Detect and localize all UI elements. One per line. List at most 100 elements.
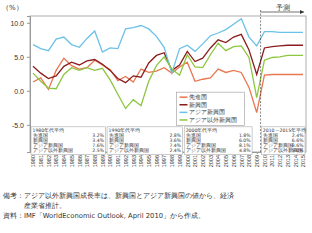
x-tick-label: 2012 — [277, 155, 283, 167]
forecast-arrowhead — [300, 10, 304, 14]
series-line — [33, 58, 303, 112]
x-tick-label: 1991 — [115, 155, 121, 167]
x-tick-mark — [257, 152, 258, 154]
x-tick: 2009 — [254, 152, 260, 167]
legend-swatch — [179, 119, 187, 121]
y-axis: -5.0 0.0 5.0 10.0 — [10, 17, 30, 153]
period-box — [31, 127, 106, 155]
y-tick-label: 0.0 — [14, 88, 24, 95]
x-tick-label: 1985 — [69, 155, 75, 167]
period-item-name: アジア以外新興国 — [33, 147, 73, 153]
period-item-name: アジア以外新興国 — [109, 147, 149, 153]
x-tick-label: 2009 — [254, 155, 260, 167]
x-tick-label: 1996 — [154, 155, 160, 167]
legend-swatch — [179, 104, 187, 106]
period-box — [107, 127, 183, 155]
legend-label: アジア以外新興国 — [189, 116, 237, 123]
x-tick-label: 2002 — [200, 155, 206, 167]
x-tick-label: 2001 — [192, 155, 198, 167]
period-average: 1990年代平均先進国2.8%新興国3.6%アジア新興国7.4%アジア以外新興国… — [107, 127, 183, 155]
period-item-name: 先進国 — [33, 132, 48, 138]
y-axis-line — [27, 17, 31, 153]
period-item-name: アジア新興国 — [263, 142, 293, 148]
legend-label: 新興国 — [189, 101, 207, 108]
note: 資料：IMF「WorldEconomic Outlook, April 2010… — [3, 212, 205, 220]
x-tick-label: 1986 — [77, 155, 83, 167]
period-item-name: アジア新興国 — [186, 142, 216, 148]
y-axis-label: （%） — [2, 4, 23, 12]
y-tick-mark — [27, 91, 30, 92]
period-title: 1990年代平均 — [109, 127, 141, 133]
series-line — [33, 19, 303, 73]
period-average: 2010～2015年平均先進国2.4%新興国6.6%アジア新興国8.6%アジア以… — [261, 127, 306, 155]
y-tick: 10.0 — [10, 20, 30, 27]
period-item-name: アジア新興国 — [33, 142, 63, 148]
x-tick-label: 2011 — [269, 155, 275, 167]
legend-box — [176, 92, 244, 125]
x-tick-label: 2007 — [239, 155, 245, 167]
period-item-name: アジア以外新興国 — [186, 147, 226, 153]
period-item-value: 4.8% — [239, 148, 251, 153]
period-title: 2010～2015年平均 — [263, 127, 306, 133]
y-tick: 5.0 — [14, 54, 30, 61]
x-tick-label: 1990 — [107, 155, 113, 167]
x-tick-label: 2004 — [215, 155, 221, 167]
x-tick-label: 1981 — [38, 155, 44, 167]
legend-label: 先進国 — [189, 93, 207, 100]
legend-label: アジア新興国 — [189, 108, 225, 115]
x-tick-label: 2013 — [285, 155, 291, 167]
y-tick-mark — [27, 57, 30, 58]
period-item-value: 5.0% — [292, 148, 304, 153]
x-tick-label: 1995 — [146, 155, 152, 167]
x-tick-label: 1992 — [123, 155, 129, 167]
legend: 先進国新興国アジア新興国アジア以外新興国 — [176, 92, 244, 125]
y-tick-mark — [27, 23, 30, 24]
y-tick-label: 5.0 — [14, 54, 24, 61]
series-line — [33, 43, 303, 108]
x-tick-label: 2006 — [231, 155, 237, 167]
x-tick-label: 2003 — [208, 155, 214, 167]
x-tick-label: 1994 — [138, 155, 144, 167]
x-tick-label: 1982 — [46, 155, 52, 167]
period-item-name: 新興国 — [263, 137, 278, 143]
y-tick-label: -5.0 — [12, 122, 24, 129]
period-average: 2000年代平均先進国1.8%新興国6.0%アジア新興国8.1%アジア以外新興国… — [184, 127, 252, 155]
x-tick-label: 2008 — [246, 155, 252, 167]
x-tick-label: 1998 — [169, 155, 175, 167]
y-tick: -5.0 — [12, 122, 30, 129]
y-tick-mark — [27, 125, 30, 126]
x-tick-label: 2014 — [293, 155, 299, 167]
period-item-name: 先進国 — [263, 132, 278, 138]
x-tick-label: 1999 — [177, 155, 183, 167]
period-item-value: 2.5% — [92, 148, 104, 153]
x-tick-label: 1984 — [61, 155, 67, 167]
annotation: 予測 — [276, 4, 290, 12]
x-tick-label: 2010 — [262, 155, 268, 167]
period-title: 1980年代平均 — [33, 127, 65, 133]
x-tick-label: 1989 — [100, 155, 106, 167]
legend-swatch — [179, 96, 187, 98]
period-item-name: アジア新興国 — [109, 142, 139, 148]
period-item-value: 2.4% — [169, 148, 181, 153]
chart: （%）-5.00.05.010.019801981198219831984198… — [0, 0, 312, 233]
period-item-name: 新興国 — [33, 137, 48, 143]
x-tick-label: 2000 — [185, 155, 191, 167]
period-item-name: 先進国 — [109, 132, 124, 138]
x-tick-label: 1980 — [30, 155, 36, 167]
note: 産業省推計。 — [3, 202, 66, 210]
period-title: 2000年代平均 — [186, 127, 218, 133]
forecast-divider — [260, 10, 261, 152]
y-tick-label: 10.0 — [10, 20, 24, 27]
x-tick-label: 1993 — [131, 155, 137, 167]
period-average: 1980年代平均先進国3.2%新興国3.4%アジア新興国7.6%アジア以外新興国… — [31, 127, 106, 155]
x-tick-label: 2005 — [223, 155, 229, 167]
period-item-name: 新興国 — [109, 137, 124, 143]
x-tick-label: 1987 — [84, 155, 90, 167]
x-tick-label: 1988 — [92, 155, 98, 167]
period-box — [184, 127, 252, 155]
lines — [33, 19, 303, 113]
period-item-name: 新興国 — [186, 137, 201, 143]
x-tick-label: 1983 — [53, 155, 59, 167]
x-tick-label: 1997 — [161, 155, 167, 167]
y-tick: 0.0 — [14, 88, 30, 95]
